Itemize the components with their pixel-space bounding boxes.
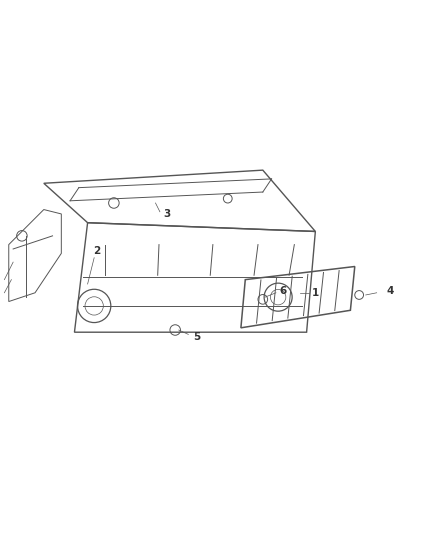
Text: 4: 4: [386, 286, 393, 296]
Text: 3: 3: [163, 209, 170, 219]
Text: 2: 2: [93, 246, 100, 256]
Text: 6: 6: [279, 286, 286, 296]
Text: 5: 5: [194, 332, 201, 342]
Text: 1: 1: [312, 288, 319, 298]
